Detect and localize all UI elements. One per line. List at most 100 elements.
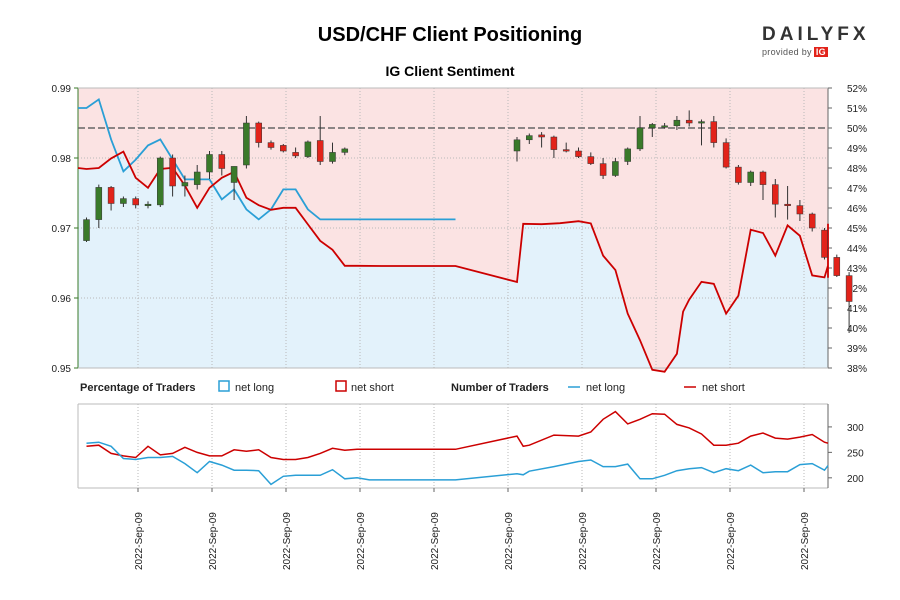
left-tick-label: 0.97 [52,224,72,235]
lower-tick-label: 250 [847,448,864,459]
ig-logo: IG [813,47,828,57]
dailyfx-logo: DAILYFX provided by IG [762,24,872,57]
net-short-legend-label: net short [351,382,394,394]
right-tick-label: 51% [847,104,867,115]
candle-body [292,152,299,157]
x-tick-label: 2022-Sep-09 [800,512,811,570]
candle-body [169,157,176,187]
candle-body [612,161,619,176]
right-tick-label: 42% [847,284,867,295]
candle-body [784,203,791,206]
candle-body [526,135,533,141]
net-long-count-line [86,441,829,486]
candle-body [796,205,804,215]
right-tick-label: 46% [847,204,867,215]
candle-body [550,136,558,150]
x-tick-label: 2022-Sep-09 [652,512,663,570]
candle-body [538,134,545,138]
candle-body [144,203,152,206]
candle-body [649,124,656,129]
candle-body [120,198,127,204]
candle-body [833,257,841,276]
right-tick-label: 41% [847,304,867,315]
right-tick-label: 52% [847,84,867,95]
candle-body [513,139,521,152]
candle-body [280,145,287,152]
provided-by-text: provided by IG [762,47,872,57]
right-tick-label: 40% [847,324,867,335]
candle-body [624,148,631,162]
left-tick-label: 0.96 [52,294,72,305]
candle-body [230,166,238,183]
candle-body [107,187,115,204]
provided-by-label: provided by [762,47,812,57]
right-tick-label: 49% [847,144,867,155]
candle-body [83,219,90,241]
candle-body [747,171,754,183]
candle-body [95,187,103,220]
candle-body [243,122,250,166]
candle-body [710,121,718,143]
candle-body [772,184,779,205]
candle-body [267,142,275,148]
lower-tick-label: 200 [847,474,864,485]
candle-body [845,275,853,302]
candle-body [316,140,324,162]
right-tick-label: 43% [847,264,867,275]
candle-body [636,127,644,150]
candle-body [698,121,705,124]
x-tick-label: 2022-Sep-09 [208,512,219,570]
candle-body [206,154,213,173]
x-tick-label: 2022-Sep-09 [578,512,589,570]
net-long-count-legend-label: net long [586,382,625,394]
net-long-percentage-line [78,97,456,221]
candle-body [808,213,816,229]
candle-body [821,229,828,258]
net-short-zone [78,88,828,372]
candle-body [562,149,570,152]
net-short-count-line [86,410,829,461]
chart-title: USD/CHF Client Positioning [317,24,583,46]
candle-body [157,157,164,206]
right-tick-label: 44% [847,244,867,255]
number-of-traders-label: Number of Traders [451,382,549,394]
right-tick-label: 45% [847,224,867,235]
dailyfx-logo-text: DAILYFX [762,24,870,45]
candle-body [735,166,742,183]
left-tick-label: 0.98 [52,154,72,165]
candle-body [255,122,262,143]
net-short-percentage-line [77,150,829,373]
x-tick-label: 2022-Sep-09 [726,512,737,570]
x-tick-label: 2022-Sep-09 [430,512,441,570]
candle-body [218,154,226,169]
grid-lines [78,88,828,488]
right-tick-label: 47% [847,184,867,195]
right-tick-label: 48% [847,164,867,175]
lower-tick-label: 300 [847,423,864,434]
x-tick-label: 2022-Sep-09 [134,512,145,570]
candle-body [132,198,139,206]
net-long-legend-box [218,380,230,392]
candle-body [685,119,693,124]
net-long-legend-label: net long [235,382,274,394]
candle-body [341,148,349,153]
candle-body [599,163,607,176]
net-short-count-legend-label: net short [702,382,745,394]
percentage-of-traders-label: Percentage of Traders [80,382,196,394]
candle-body [673,119,681,127]
right-tick-label: 39% [847,344,867,355]
candle-body [587,156,595,164]
left-tick-label: 0.99 [52,84,72,95]
x-tick-label: 2022-Sep-09 [356,512,367,570]
x-tick-label: 2022-Sep-09 [282,512,293,570]
candle-body [661,125,668,128]
right-tick-label: 50% [847,124,867,135]
left-tick-label: 0.95 [52,364,72,375]
right-tick-label: 38% [847,364,867,375]
candle-body [304,141,312,157]
candle-body [193,171,201,185]
candle-body [575,150,582,157]
candle-body [329,152,336,162]
x-tick-label: 2022-Sep-09 [504,512,515,570]
